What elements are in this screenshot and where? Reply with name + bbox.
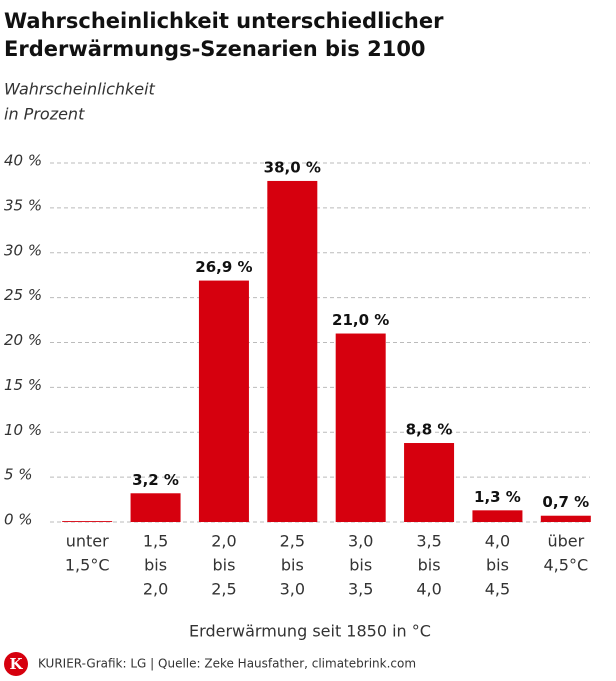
x-tick-label: 1,5°C: [65, 556, 110, 575]
y-tick-label: 0 %: [4, 511, 33, 529]
logo-text: K: [9, 655, 23, 673]
x-tick-label: unter: [66, 532, 109, 551]
x-tick-label: bis: [486, 556, 509, 575]
x-axis-title: Erderwärmung seit 1850 in °C: [189, 622, 431, 641]
y-tick-label: 25 %: [4, 286, 42, 304]
x-tick-label: 4,5°C: [544, 556, 589, 575]
x-tick-label: bis: [212, 556, 235, 575]
x-tick-label: 4,5: [485, 580, 510, 599]
x-tick-label: 3,0: [280, 580, 305, 599]
y-tick-label: 15 %: [4, 376, 42, 394]
x-tick-label: 4,0: [416, 580, 441, 599]
x-tick-label: 3,5: [416, 532, 441, 551]
value-label: 1,3 %: [474, 488, 521, 506]
bar: [130, 493, 181, 522]
value-label: 3,2 %: [132, 471, 179, 489]
y-tick-label: 40 %: [4, 152, 42, 170]
value-label: 21,0 %: [332, 311, 389, 329]
y-tick-label: 20 %: [4, 331, 42, 349]
chart-title: Wahrscheinlichkeit unterschiedlicher: [4, 9, 444, 33]
x-tick-label: 3,5: [348, 580, 373, 599]
logo: [4, 652, 28, 676]
bar: [540, 515, 591, 522]
x-tick-label: bis: [418, 556, 441, 575]
x-tick-label: 2,0: [143, 580, 168, 599]
x-tick-label: bis: [349, 556, 372, 575]
y-tick-label: 35 %: [4, 196, 42, 214]
x-tick-label: 3,0: [348, 532, 373, 551]
value-label: 38,0 %: [264, 158, 321, 176]
bar: [335, 333, 386, 522]
source: KURIER-Grafik: LG | Quelle: Zeke Hausfat…: [38, 657, 416, 671]
x-tick-label: 2,5: [211, 580, 236, 599]
x-tick-label: bis: [281, 556, 304, 575]
x-tick-label: bis: [144, 556, 167, 575]
bar: [62, 521, 113, 522]
bar: [267, 180, 318, 522]
y-tick-label: 5 %: [4, 466, 33, 484]
bar: [404, 443, 455, 522]
y-tick-label: 30 %: [4, 241, 42, 259]
x-tick-label: 2,0: [211, 532, 236, 551]
bar: [472, 510, 523, 522]
subtitle: in Prozent: [4, 105, 85, 124]
x-tick-label: 1,5: [143, 532, 168, 551]
subtitle: Wahrscheinlichkeit: [4, 80, 156, 99]
bar: [198, 280, 249, 522]
value-label: 26,9 %: [195, 258, 252, 276]
x-tick-label: 2,5: [280, 532, 305, 551]
x-tick-label: 4,0: [485, 532, 510, 551]
value-label: 8,8 %: [406, 421, 453, 439]
value-label: 0,7 %: [542, 493, 589, 511]
chart-title: Erderwärmungs-Szenarien bis 2100: [4, 37, 426, 61]
y-tick-label: 10 %: [4, 421, 42, 439]
x-tick-label: über: [547, 532, 584, 551]
